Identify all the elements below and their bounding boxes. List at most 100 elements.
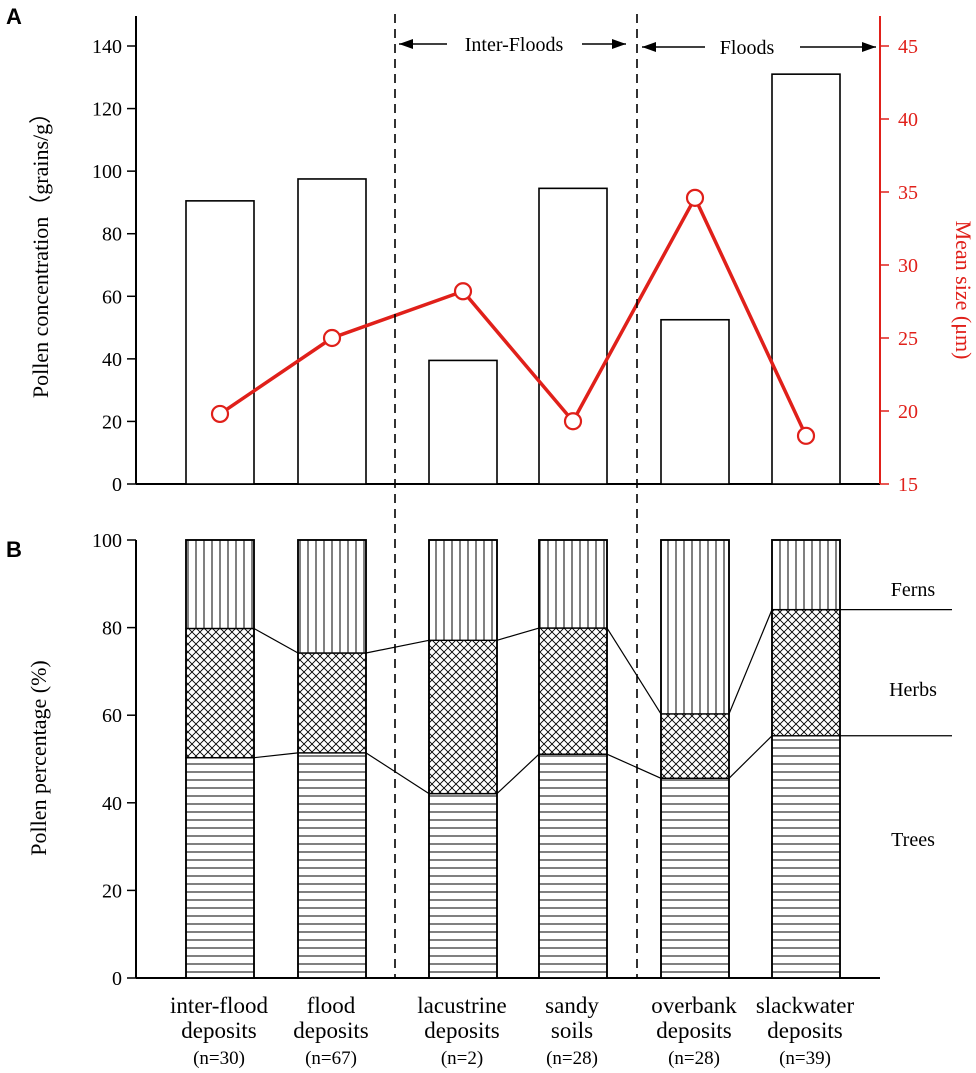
- panel-a-y2-tick-label: 40: [898, 109, 918, 131]
- legend-ferns: Ferns: [891, 579, 936, 601]
- stacked-segment-herbs: [660, 713, 730, 779]
- category-label-line1: inter-flood: [170, 993, 268, 1018]
- panel-a-y-tick-label: 60: [102, 286, 122, 308]
- stacked-segment-ferns: [185, 539, 255, 630]
- category-label-line2: deposits: [767, 1018, 842, 1043]
- stacked-segment-herbs: [297, 652, 367, 754]
- stacked-segment-trees: [297, 752, 367, 979]
- stacked-segment-herbs: [538, 627, 608, 755]
- stacked-bar-outline: [428, 539, 498, 979]
- panel-b-connector-lines: [253, 609, 952, 795]
- stacked-segment-ferns: [660, 539, 730, 715]
- stacked-bar-outline: [538, 539, 608, 979]
- connector-line: [606, 627, 662, 715]
- category-label-line2: deposits: [293, 1018, 368, 1043]
- panel-label-b: B: [6, 537, 22, 562]
- category-label-line2: deposits: [656, 1018, 731, 1043]
- floods-arrowhead-right: [862, 42, 876, 52]
- panel-a-y-tick-label: 100: [92, 161, 122, 183]
- connector-line: [253, 752, 299, 759]
- connector-line: [728, 609, 773, 715]
- inter-floods-arrowhead-right: [612, 39, 626, 49]
- stacked-bar-outline: [297, 539, 367, 979]
- category-label-line2: deposits: [181, 1018, 256, 1043]
- category-label-line1: flood: [307, 993, 356, 1018]
- panel-a-y-tick-label: 140: [92, 36, 122, 58]
- panel-a-y-tick-label: 80: [102, 224, 122, 246]
- inter-floods-annotation: Inter-Floods: [399, 34, 626, 56]
- panel-a-y-tick-label: 120: [92, 99, 122, 121]
- category-sample-count: (n=67): [305, 1048, 357, 1069]
- concentration-bar: [428, 359, 498, 485]
- panel-a-y2-tick-label: 15: [898, 474, 918, 496]
- concentration-bar: [538, 187, 608, 485]
- panel-b-y-axis-label: Pollen percentage (%): [26, 660, 51, 855]
- category-label-line1: sandy: [545, 993, 599, 1018]
- panel-a-y2-tick-label: 30: [898, 255, 918, 277]
- connector-line: [253, 627, 299, 654]
- connector-line: [496, 627, 540, 641]
- mean-size-point: [322, 328, 342, 348]
- category-sample-count: (n=30): [193, 1048, 245, 1069]
- mean-size-line: [219, 193, 808, 437]
- stacked-segment-trees: [428, 792, 498, 979]
- legend-trees: Trees: [891, 829, 935, 851]
- concentration-bar: [660, 318, 730, 485]
- panel-b-y-tick-label: 60: [102, 705, 122, 727]
- panel-a-y2-tick-label: 20: [898, 401, 918, 423]
- category-label-line1: overbank: [651, 993, 737, 1018]
- category-label-line2: soils: [551, 1018, 593, 1043]
- inter-floods-arrowhead-left: [399, 39, 413, 49]
- mean-size-point: [685, 188, 705, 207]
- panel-b-y-tick-label: 40: [102, 793, 122, 815]
- panel-label-a: A: [6, 4, 22, 29]
- inter-floods-label: Inter-Floods: [465, 34, 564, 56]
- category-label-line1: lacustrine: [417, 993, 506, 1018]
- connector-line: [606, 753, 662, 779]
- panel-a-y2-tick-label: 35: [898, 182, 918, 204]
- connector-line: [365, 752, 430, 795]
- concentration-bar: [185, 200, 255, 485]
- stacked-bar-outline: [660, 539, 730, 979]
- panel-a-y-tick-label: 20: [102, 411, 122, 433]
- mean-size-point: [453, 282, 473, 301]
- connector-line: [728, 735, 773, 779]
- panel-b-y-tick-label: 100: [92, 530, 122, 552]
- panel-a-y2-tick-label: 45: [898, 36, 918, 58]
- stacked-segment-ferns: [771, 539, 841, 611]
- category-sample-count: (n=2): [441, 1048, 483, 1069]
- category-label-line2: deposits: [424, 1018, 499, 1043]
- panel-b-y-tick-label: 0: [112, 968, 122, 990]
- legend-herbs: Herbs: [889, 679, 937, 701]
- panel-a-bars: [185, 73, 841, 485]
- category-sample-count: (n=28): [668, 1048, 720, 1069]
- mean-size-point: [796, 426, 816, 445]
- floods-arrowhead-left: [642, 42, 656, 52]
- mean-size-point: [210, 404, 230, 424]
- panel-a-y-ticks: 0 20 40 60 80 100 120 140: [92, 36, 136, 496]
- stacked-segment-herbs: [428, 639, 498, 795]
- panel-b-axes: [135, 540, 880, 979]
- panel-a-axes: [135, 16, 881, 485]
- connector-line: [365, 639, 430, 654]
- panel-a-y2-ticks: 15 20 25 30 35 40 45: [880, 36, 918, 496]
- stacked-bar-outline: [185, 539, 255, 979]
- stacked-segment-ferns: [538, 539, 608, 629]
- panel-a-y2-tick-label: 25: [898, 328, 918, 350]
- panel-b-category-labels: inter-flooddeposits(n=30)flooddeposits(n…: [170, 993, 854, 1069]
- panel-b-y-ticks: 0 20 40 60 80 100: [92, 530, 136, 990]
- panel-b-y-tick-label: 80: [102, 618, 122, 640]
- panel-a-y-tick-label: 40: [102, 349, 122, 371]
- concentration-bar: [771, 73, 841, 485]
- stacked-segment-ferns: [428, 539, 498, 642]
- stacked-segment-trees: [538, 753, 608, 979]
- panel-a-y-tick-label: 0: [112, 474, 122, 496]
- connector-line: [496, 753, 540, 795]
- panel-a-y-axis-label: Pollen concentration（grains/g）: [28, 102, 53, 398]
- stacked-segment-trees: [185, 756, 255, 979]
- mean-size-point: [563, 412, 583, 431]
- category-label-line1: slackwater: [756, 993, 855, 1018]
- stacked-segment-ferns: [297, 539, 367, 654]
- stacked-bar-outline: [771, 539, 841, 979]
